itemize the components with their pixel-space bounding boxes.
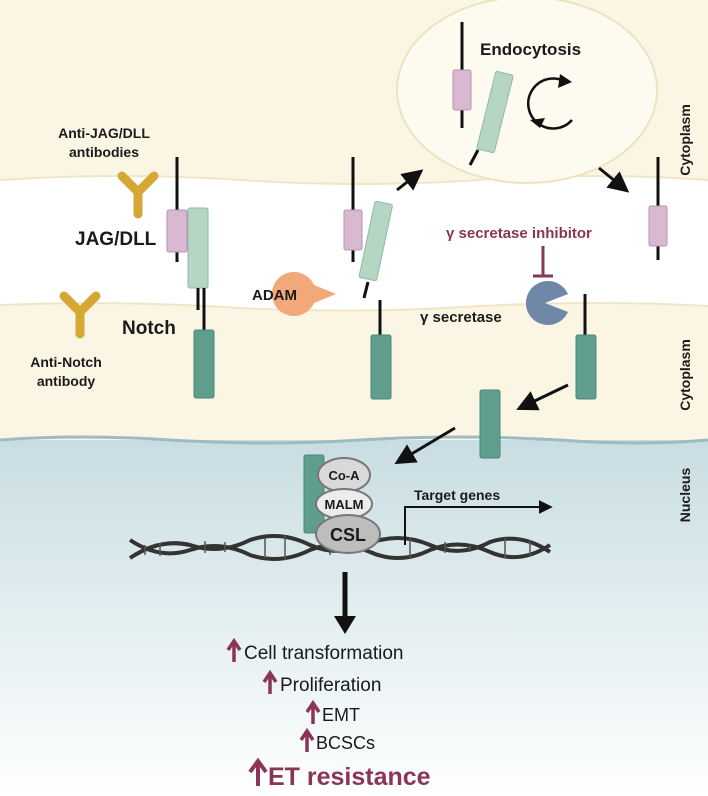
notch-extracellular-2: [358, 200, 393, 282]
gamma-secretase-icon: [525, 281, 568, 326]
recycle-arrow-a: [526, 77, 573, 130]
anti-notch-label-line2: antibody: [37, 373, 96, 389]
notch-intracellular-3: [575, 334, 597, 400]
up-arrow-icon: [226, 637, 242, 662]
notch-extracellular-1: [187, 207, 209, 289]
ligand-3: [648, 205, 668, 247]
nuclear-envelope: [0, 435, 708, 445]
vesicle-notch-stalk: [468, 149, 480, 166]
recycle-arrowhead-a: [558, 74, 572, 88]
outcome-label-emphasis: ET resistance: [268, 763, 431, 791]
nucleus-label: Nucleus: [677, 468, 693, 523]
outcome-item: ET resistance: [248, 757, 431, 791]
cytoplasm-middle-label: Cytoplasm: [677, 339, 693, 411]
cytoplasm-band-middle: [0, 303, 708, 440]
dna-rungs: [144, 536, 531, 560]
anti-notch-antibody-icon: [59, 291, 101, 339]
ligand-2: [343, 209, 363, 251]
arrow-from-endocytosis: [598, 166, 630, 193]
vesicle-ligand: [452, 69, 472, 111]
co-a-label: Co-A: [328, 468, 360, 483]
arrow-nicd-release: [516, 383, 569, 411]
jag-dll-ligand: [166, 209, 188, 253]
notch-label: Notch: [122, 318, 176, 339]
csl-label: CSL: [330, 525, 366, 545]
outcome-item: Proliferation: [262, 669, 381, 696]
anti-jag-label-line2: antibodies: [69, 144, 139, 160]
anti-notch-label-line1: Anti-Notch: [30, 354, 102, 370]
anti-jag-antibody-icon: [117, 171, 159, 219]
outcome-item: EMT: [305, 699, 360, 725]
target-genes-arrow: [404, 500, 553, 545]
outcome-label: BCSCs: [316, 733, 375, 753]
gamma-inhibitor-label: γ secretase inhibitor: [446, 225, 592, 242]
malm-label: MALM: [325, 497, 364, 512]
cytoplasm-top-label: Cytoplasm: [677, 104, 693, 176]
arrow-to-endocytosis: [396, 169, 424, 192]
anti-jag-label-line1: Anti-JAG/DLL: [58, 125, 150, 141]
outcome-item: Cell transformation: [226, 637, 403, 664]
notch-intracellular-2: [370, 334, 392, 400]
endocytosis-label: Endocytosis: [480, 40, 581, 59]
membrane-lower: [0, 302, 708, 312]
notch-intracellular-1: [193, 329, 215, 399]
nicd-free: [479, 389, 501, 459]
gamma-secretase-label: γ secretase: [420, 309, 502, 326]
outcome-label: Cell transformation: [244, 643, 403, 664]
jag-dll-label: JAG/DLL: [75, 229, 157, 250]
outcome-label: Proliferation: [280, 675, 381, 696]
outcome-item: BCSCs: [299, 727, 375, 753]
arrow-to-nucleus: [394, 426, 456, 465]
adam-enzyme-icon: [271, 271, 336, 316]
downstream-arrowhead: [334, 616, 356, 634]
csl-node: [315, 514, 381, 554]
endocytosis-vesicle: [396, 0, 658, 184]
up-arrow-icon: [305, 699, 321, 724]
adam-label: ADAM: [252, 287, 297, 304]
target-genes-label: Target genes: [414, 487, 500, 503]
outcome-label: EMT: [322, 705, 360, 725]
notch-stub-2a: [362, 281, 370, 299]
recycle-arrowhead-b: [530, 118, 545, 128]
up-arrow-icon: [262, 669, 278, 694]
up-arrow-icon: [299, 727, 315, 752]
vesicle-notch-ecd: [476, 70, 514, 154]
up-arrow-icon: [248, 757, 268, 786]
